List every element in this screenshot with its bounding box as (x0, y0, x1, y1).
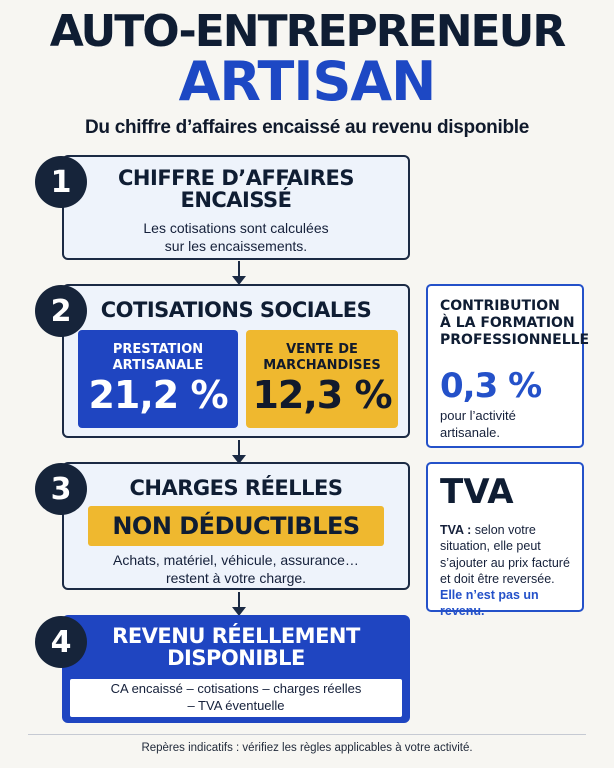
tva-card: TVA TVA : selon votre situation, elle pe… (426, 462, 584, 618)
tile-vente-label-line1: VENTE DE (286, 342, 358, 357)
step-3-banner: NON DÉDUCTIBLES (88, 506, 384, 546)
tva-text-line2: situation, elle peut (440, 539, 541, 554)
step-3-text: Achats, matériel, véhicule, assurance… r… (64, 551, 408, 587)
tva-text-line1-rest: selon votre (471, 523, 536, 537)
tile-prestation-rate: 21,2 % (88, 373, 228, 418)
main-title: AUTO-ENTREPRENEUR (49, 6, 566, 57)
tva-text-line4: et doit être reversée. (440, 571, 555, 586)
step-1-title: CHIFFRE D’AFFAIRES ENCAISSÉ (64, 167, 408, 211)
tile-prestation-label-line2: ARTISANALE (112, 357, 204, 373)
cfp-note: pour l’activité artisanale. (440, 408, 516, 442)
step-4-title: REVENU RÉELLEMENT DISPONIBLE (64, 625, 408, 669)
cfp-title-line1: CONTRIBUTION (440, 298, 560, 314)
cfp-title-line3: PROFESSIONNELLE (440, 332, 590, 349)
arrow-1-to-2 (232, 261, 246, 285)
step-4-formula-line1: CA encaissé – cotisations – charges réel… (110, 681, 362, 696)
step-1-title-line1: CHIFFRE D’AFFAIRES (118, 166, 354, 190)
tva-text-line3: s’ajouter au prix facturé (440, 555, 570, 570)
step-3-text-line1: Achats, matériel, véhicule, assurance… (113, 552, 359, 568)
step-2-card: COTISATIONS SOCIALES PRESTATION ARTISANA… (62, 284, 410, 438)
step-3-text-line2: restent à votre charge. (165, 570, 307, 587)
tva-text-line1: TVA : selon votre (440, 522, 580, 538)
step-3-number-badge: 3 (35, 463, 87, 515)
step-3-title: CHARGES RÉELLES (129, 476, 343, 500)
cfp-title-line2: À LA FORMATION (440, 315, 575, 332)
subtitle: Du chiffre d’affaires encaissé au revenu… (84, 117, 529, 138)
step-1-card: CHIFFRE D’AFFAIRES ENCAISSÉ Les cotisati… (62, 155, 410, 260)
tile-vente-label-line2: MARCHANDISES (263, 357, 381, 373)
step-4-formula-box: CA encaissé – cotisations – charges réel… (70, 679, 402, 717)
arrow-3-to-4 (232, 592, 246, 616)
step-1-text: Les cotisations sont calculées sur les e… (64, 219, 408, 255)
cfp-title: CONTRIBUTION À LA FORMATION PROFESSIONNE… (440, 298, 589, 349)
tile-vente-marchandises: VENTE DE MARCHANDISES 12,3 % (246, 330, 398, 428)
tva-title: TVA (440, 472, 514, 512)
step-3-card: CHARGES RÉELLES NON DÉDUCTIBLES Achats, … (62, 462, 410, 590)
step-4-number-badge: 4 (35, 616, 87, 668)
step-3-banner-text: NON DÉDUCTIBLES (112, 512, 360, 540)
step-2-title: COTISATIONS SOCIALES (100, 298, 372, 322)
tile-prestation-artisanale: PRESTATION ARTISANALE 21,2 % (78, 330, 238, 428)
tva-text: TVA : selon votre situation, elle peut s… (440, 522, 580, 620)
step-1-text-line2: sur les encaissements. (164, 238, 308, 255)
tva-label: TVA : (440, 523, 472, 537)
footer-note: Repères indicatifs : vérifiez les règles… (141, 742, 473, 754)
main-title-highlight: ARTISAN (178, 50, 437, 113)
step-1-title-line2: ENCAISSÉ (180, 188, 292, 213)
footer-divider (28, 734, 586, 735)
cfp-rate: 0,3 % (440, 366, 542, 406)
arrow-2-to-3 (232, 440, 246, 464)
tva-emphasis: Elle n’est pas un revenu. (440, 588, 539, 619)
step-1-number-badge: 1 (35, 156, 87, 208)
tile-vente-label: VENTE DE MARCHANDISES (246, 342, 398, 373)
cfp-note-line1: pour l’activité (440, 408, 516, 423)
step-4-card: REVENU RÉELLEMENT DISPONIBLE CA encaissé… (62, 615, 410, 723)
tile-prestation-label-line1: PRESTATION (112, 342, 204, 357)
step-4-title-line2: DISPONIBLE (167, 646, 305, 671)
step-2-number-badge: 2 (35, 285, 87, 337)
tile-vente-rate: 12,3 % (252, 373, 392, 418)
step-4-formula-line2: – TVA éventuelle (187, 697, 285, 713)
cfp-note-line2: artisanale. (440, 424, 500, 440)
cfp-card: CONTRIBUTION À LA FORMATION PROFESSIONNE… (426, 284, 589, 448)
step-1-text-line1: Les cotisations sont calculées (143, 220, 329, 236)
tile-prestation-label: PRESTATION ARTISANALE (78, 342, 238, 373)
step-4-title-line1: REVENU RÉELLEMENT (112, 624, 360, 648)
